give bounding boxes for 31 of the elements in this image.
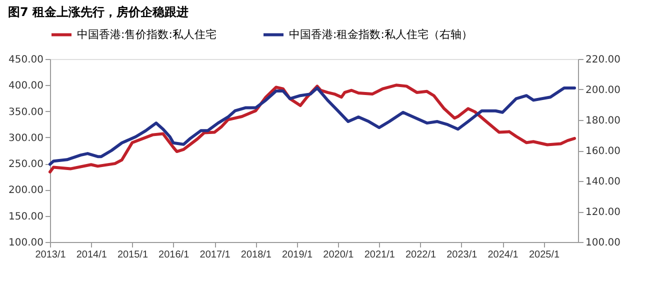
y2-tick-label: 120.00: [586, 207, 620, 218]
y-tick-label: 100.00: [8, 238, 44, 248]
y-tick-label: 200.00: [8, 185, 44, 196]
x-tick-label: 2013/1: [35, 250, 66, 260]
y-tick-label: 300.00: [8, 132, 44, 144]
x-tick-label: 2018/1: [240, 250, 272, 260]
x-tick-label: 2025/1: [528, 250, 560, 260]
y2-tick-label: 200.00: [586, 85, 620, 96]
x-tick-label: 2016/1: [158, 250, 190, 260]
y-tick-label: 250.00: [8, 159, 44, 170]
x-tick-label: 2019/1: [282, 250, 314, 260]
x-tick-label: 2015/1: [117, 250, 148, 260]
y-tick-label: 150.00: [8, 211, 44, 222]
y-tick-label: 400.00: [8, 80, 44, 92]
x-tick-label: 2021/1: [364, 250, 396, 260]
x-tick-label: 2020/1: [323, 250, 354, 260]
y2-tick-label: 220.00: [586, 54, 620, 66]
x-tick-label: 2017/1: [200, 250, 231, 260]
x-tick-label: 2022/1: [405, 250, 437, 260]
x-tick-label: 2014/1: [76, 250, 108, 260]
y2-tick-label: 100.00: [586, 238, 620, 248]
chart-title: 图7 租金上涨先行，房价企稳跟进: [8, 5, 189, 19]
x-tick-label: 2023/1: [446, 250, 478, 260]
x-tick-label: 2024/1: [488, 250, 519, 260]
y2-tick-label: 180.00: [586, 116, 620, 126]
y-tick-label: 450.00: [8, 54, 44, 66]
y2-tick-label: 160.00: [586, 146, 620, 157]
legend-label: 中国香港:租金指数:私人住宅（右轴）: [289, 28, 472, 41]
y2-tick-label: 140.00: [586, 176, 620, 188]
legend-label: 中国香港:售价指数:私人住宅: [77, 28, 216, 41]
y-tick-label: 350.00: [8, 106, 44, 118]
